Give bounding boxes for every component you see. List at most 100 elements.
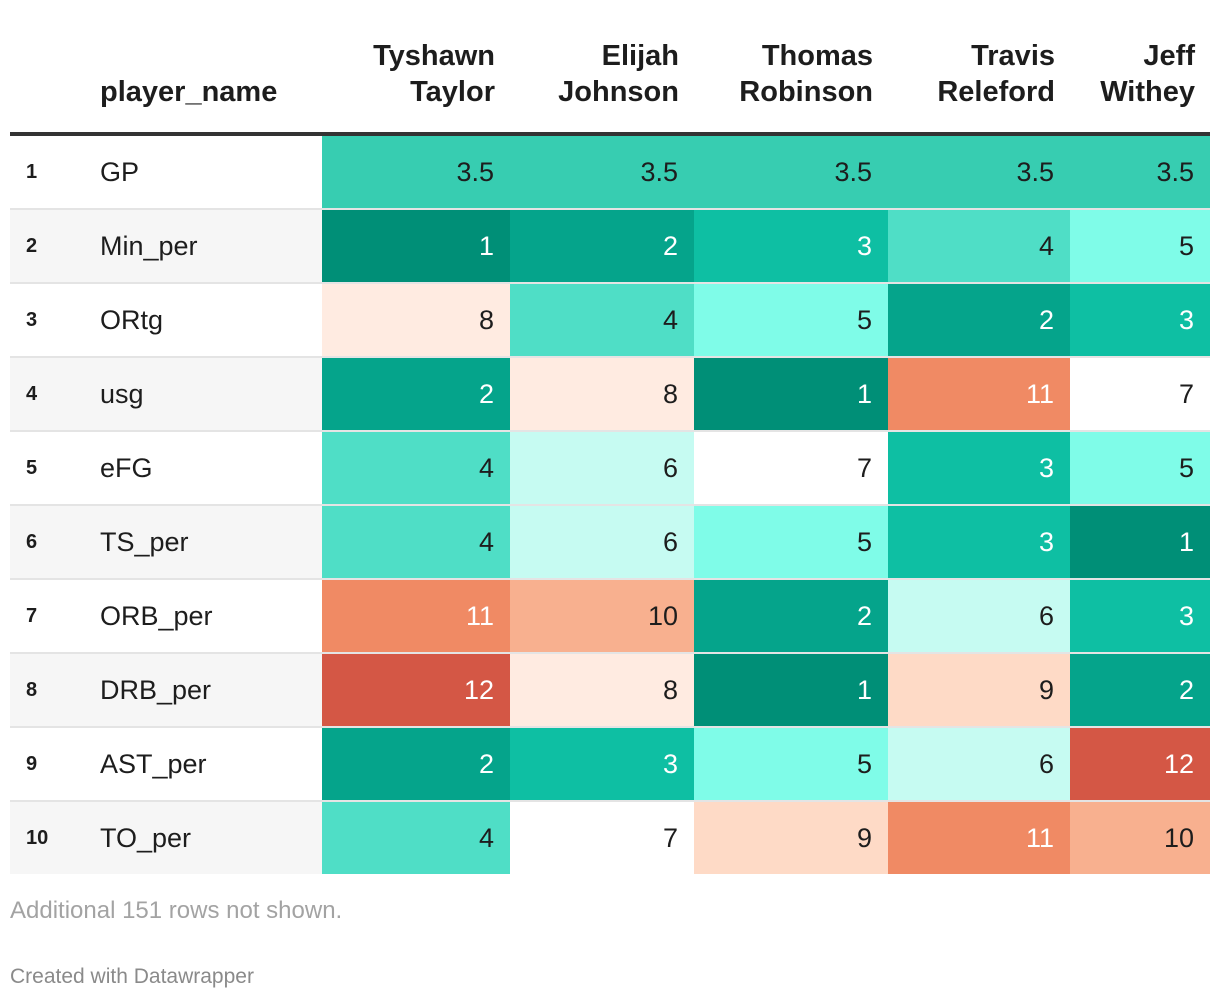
value-cell: 11 bbox=[888, 357, 1070, 432]
datawrapper-credit: Created with Datawrapper bbox=[10, 965, 254, 988]
value-cell: 2 bbox=[694, 579, 888, 654]
row-rank: 3 bbox=[10, 283, 100, 358]
value-cell: 4 bbox=[322, 801, 510, 874]
value-cell: 5 bbox=[1070, 209, 1210, 284]
player-header[interactable]: Elijah Johnson bbox=[510, 38, 694, 136]
value-cell: 2 bbox=[888, 283, 1070, 358]
value-cell: 2 bbox=[322, 727, 510, 802]
value-cell: 6 bbox=[888, 579, 1070, 654]
value-cell: 4 bbox=[322, 505, 510, 580]
value-cell: 5 bbox=[1070, 431, 1210, 506]
table-row: 2 Min_per 1 2 3 4 5 bbox=[10, 209, 1210, 284]
value-cell: 1 bbox=[694, 653, 888, 728]
player-last-name: Withey bbox=[1100, 76, 1195, 108]
value-cell: 3 bbox=[510, 727, 694, 802]
value-cell: 2 bbox=[1070, 653, 1210, 728]
value-cell: 3 bbox=[694, 209, 888, 284]
value-cell: 10 bbox=[510, 579, 694, 654]
stat-name: usg bbox=[100, 357, 322, 432]
player-last-name: Releford bbox=[937, 76, 1055, 108]
player-header[interactable]: Travis Releford bbox=[888, 38, 1070, 136]
row-rank: 10 bbox=[10, 801, 100, 874]
row-rank: 7 bbox=[10, 579, 100, 654]
value-cell: 6 bbox=[888, 727, 1070, 802]
row-rank: 4 bbox=[10, 357, 100, 432]
value-cell: 11 bbox=[322, 579, 510, 654]
player-last-name: Johnson bbox=[558, 76, 679, 108]
value-cell: 12 bbox=[322, 653, 510, 728]
header-row: player_name Tyshawn Taylor Elijah Johnson … bbox=[10, 38, 1210, 136]
stat-name: ORB_per bbox=[100, 579, 322, 654]
value-cell: 3 bbox=[1070, 579, 1210, 654]
player-last-name: Taylor bbox=[410, 76, 495, 108]
value-cell: 5 bbox=[694, 727, 888, 802]
rank-column-header bbox=[10, 38, 100, 136]
value-cell: 3 bbox=[888, 431, 1070, 506]
value-cell: 4 bbox=[888, 209, 1070, 284]
row-rank: 9 bbox=[10, 727, 100, 802]
player-header[interactable]: Tyshawn Taylor bbox=[322, 38, 510, 136]
value-cell: 1 bbox=[1070, 505, 1210, 580]
table-row: 3 ORtg 8 4 5 2 3 bbox=[10, 283, 1210, 358]
player-name-column-header[interactable]: player_name bbox=[100, 38, 322, 136]
value-cell: 10 bbox=[1070, 801, 1210, 874]
row-rank: 6 bbox=[10, 505, 100, 580]
value-cell: 6 bbox=[510, 505, 694, 580]
rows-not-shown-note: Additional 151 rows not shown. bbox=[10, 897, 343, 924]
value-cell: 9 bbox=[888, 653, 1070, 728]
value-cell: 9 bbox=[694, 801, 888, 874]
ranking-table: player_name Tyshawn Taylor Elijah Johnson … bbox=[10, 38, 1210, 874]
row-rank: 8 bbox=[10, 653, 100, 728]
value-cell: 2 bbox=[322, 357, 510, 432]
value-cell: 4 bbox=[322, 431, 510, 506]
table-row: 1 GP 3.5 3.5 3.5 3.5 3.5 bbox=[10, 134, 1210, 210]
stat-name: ORtg bbox=[100, 283, 322, 358]
row-rank: 1 bbox=[10, 134, 100, 210]
value-cell: 8 bbox=[510, 357, 694, 432]
value-cell: 3 bbox=[1070, 283, 1210, 358]
stat-name: eFG bbox=[100, 431, 322, 506]
value-cell: 3.5 bbox=[888, 134, 1070, 210]
stat-name: TS_per bbox=[100, 505, 322, 580]
player-last-name: Robinson bbox=[739, 76, 873, 108]
value-cell: 5 bbox=[694, 283, 888, 358]
value-cell: 6 bbox=[510, 431, 694, 506]
value-cell: 11 bbox=[888, 801, 1070, 874]
player-header[interactable]: Thomas Robinson bbox=[694, 38, 888, 136]
player-header[interactable]: Jeff Withey bbox=[1070, 38, 1210, 136]
row-rank: 5 bbox=[10, 431, 100, 506]
value-cell: 7 bbox=[694, 431, 888, 506]
player-first-name: Jeff bbox=[1143, 40, 1195, 72]
table-body: 1 GP 3.5 3.5 3.5 3.5 3.5 2 Min_per 1 2 3 4 5 3 ORtg 8 4 5 2… bbox=[10, 134, 1210, 874]
player-first-name: Tyshawn bbox=[373, 40, 495, 72]
table-row: 8 DRB_per 12 8 1 9 2 bbox=[10, 653, 1210, 728]
table-row: 10 TO_per 4 7 9 11 10 bbox=[10, 801, 1210, 874]
value-cell: 3.5 bbox=[322, 134, 510, 210]
stat-name: Min_per bbox=[100, 209, 322, 284]
value-cell: 4 bbox=[510, 283, 694, 358]
table-row: 6 TS_per 4 6 5 3 1 bbox=[10, 505, 1210, 580]
player-first-name: Thomas bbox=[761, 40, 873, 72]
value-cell: 12 bbox=[1070, 727, 1210, 802]
stat-name: GP bbox=[100, 134, 322, 210]
value-cell: 3.5 bbox=[510, 134, 694, 210]
value-cell: 7 bbox=[1070, 357, 1210, 432]
value-cell: 5 bbox=[694, 505, 888, 580]
value-cell: 3.5 bbox=[694, 134, 888, 210]
value-cell: 8 bbox=[322, 283, 510, 358]
table-row: 4 usg 2 8 1 11 7 bbox=[10, 357, 1210, 432]
stat-name: DRB_per bbox=[100, 653, 322, 728]
row-rank: 2 bbox=[10, 209, 100, 284]
value-cell: 7 bbox=[510, 801, 694, 874]
stat-name: TO_per bbox=[100, 801, 322, 874]
value-cell: 2 bbox=[510, 209, 694, 284]
value-cell: 1 bbox=[322, 209, 510, 284]
player-first-name: Travis bbox=[971, 40, 1055, 72]
stat-name: AST_per bbox=[100, 727, 322, 802]
player-first-name: Elijah bbox=[601, 40, 679, 72]
table-row: 9 AST_per 2 3 5 6 12 bbox=[10, 727, 1210, 802]
value-cell: 3 bbox=[888, 505, 1070, 580]
value-cell: 8 bbox=[510, 653, 694, 728]
value-cell: 1 bbox=[694, 357, 888, 432]
table-row: 7 ORB_per 11 10 2 6 3 bbox=[10, 579, 1210, 654]
